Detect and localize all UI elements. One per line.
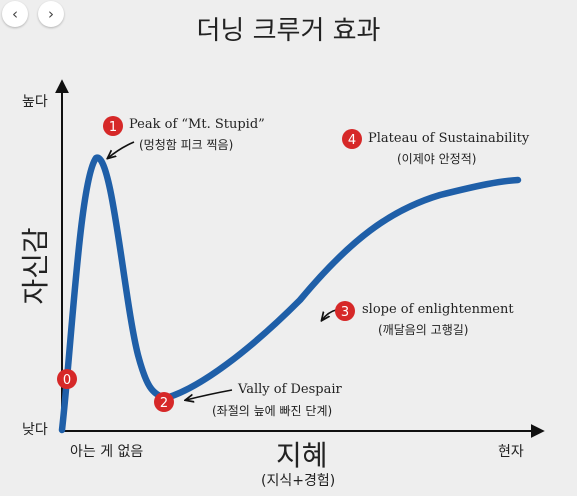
point-3-sublabel: (깨달음의 고행길) [378, 323, 469, 337]
svg-text:3: 3 [341, 305, 349, 320]
point-3-label: slope of enlightenment [362, 302, 514, 317]
marker-4: 4 [342, 129, 362, 149]
svg-text:4: 4 [348, 133, 356, 148]
marker-3: 3 [335, 301, 355, 321]
x-axis-subtitle: (지식+경험) [261, 473, 336, 489]
y-axis-high-label: 높다 [22, 94, 48, 110]
svg-text:2: 2 [160, 396, 168, 411]
point-2-label: Vally of Despair [238, 382, 342, 397]
point-4-sublabel: (이제야 안정적) [397, 152, 477, 166]
diagram-title: 더닝 크루거 효과 [196, 16, 381, 46]
forward-button[interactable]: › [38, 1, 64, 27]
marker-2: 2 [154, 392, 174, 412]
top-toolbar: ‹ › [0, 0, 577, 30]
pointer-arrow-2 [186, 389, 233, 400]
chevron-right-icon: › [48, 5, 54, 23]
pointer-arrow-1 [108, 141, 135, 158]
point-1-sublabel: (멍청함 피크 찍음) [139, 138, 234, 152]
point-4-label: Plateau of Sustainability [368, 131, 530, 146]
x-axis-start-label: 아는 게 없음 [70, 444, 144, 460]
back-button[interactable]: ‹ [2, 1, 28, 27]
svg-text:0: 0 [63, 373, 71, 388]
marker-0: 0 [57, 369, 77, 389]
point-1-label: Peak of “Mt. Stupid” [129, 117, 265, 132]
chevron-left-icon: ‹ [12, 5, 18, 23]
x-axis-title: 지혜 [276, 439, 328, 472]
marker-1: 1 [103, 116, 123, 136]
point-2-sublabel: (좌절의 늪에 빠진 단계) [212, 404, 333, 418]
svg-text:1: 1 [109, 120, 117, 135]
y-axis-title: 자신감 [19, 227, 52, 305]
x-axis-end-label: 현자 [498, 444, 524, 460]
y-axis-low-label: 낮다 [22, 422, 48, 438]
pointer-arrow-3 [322, 309, 337, 320]
